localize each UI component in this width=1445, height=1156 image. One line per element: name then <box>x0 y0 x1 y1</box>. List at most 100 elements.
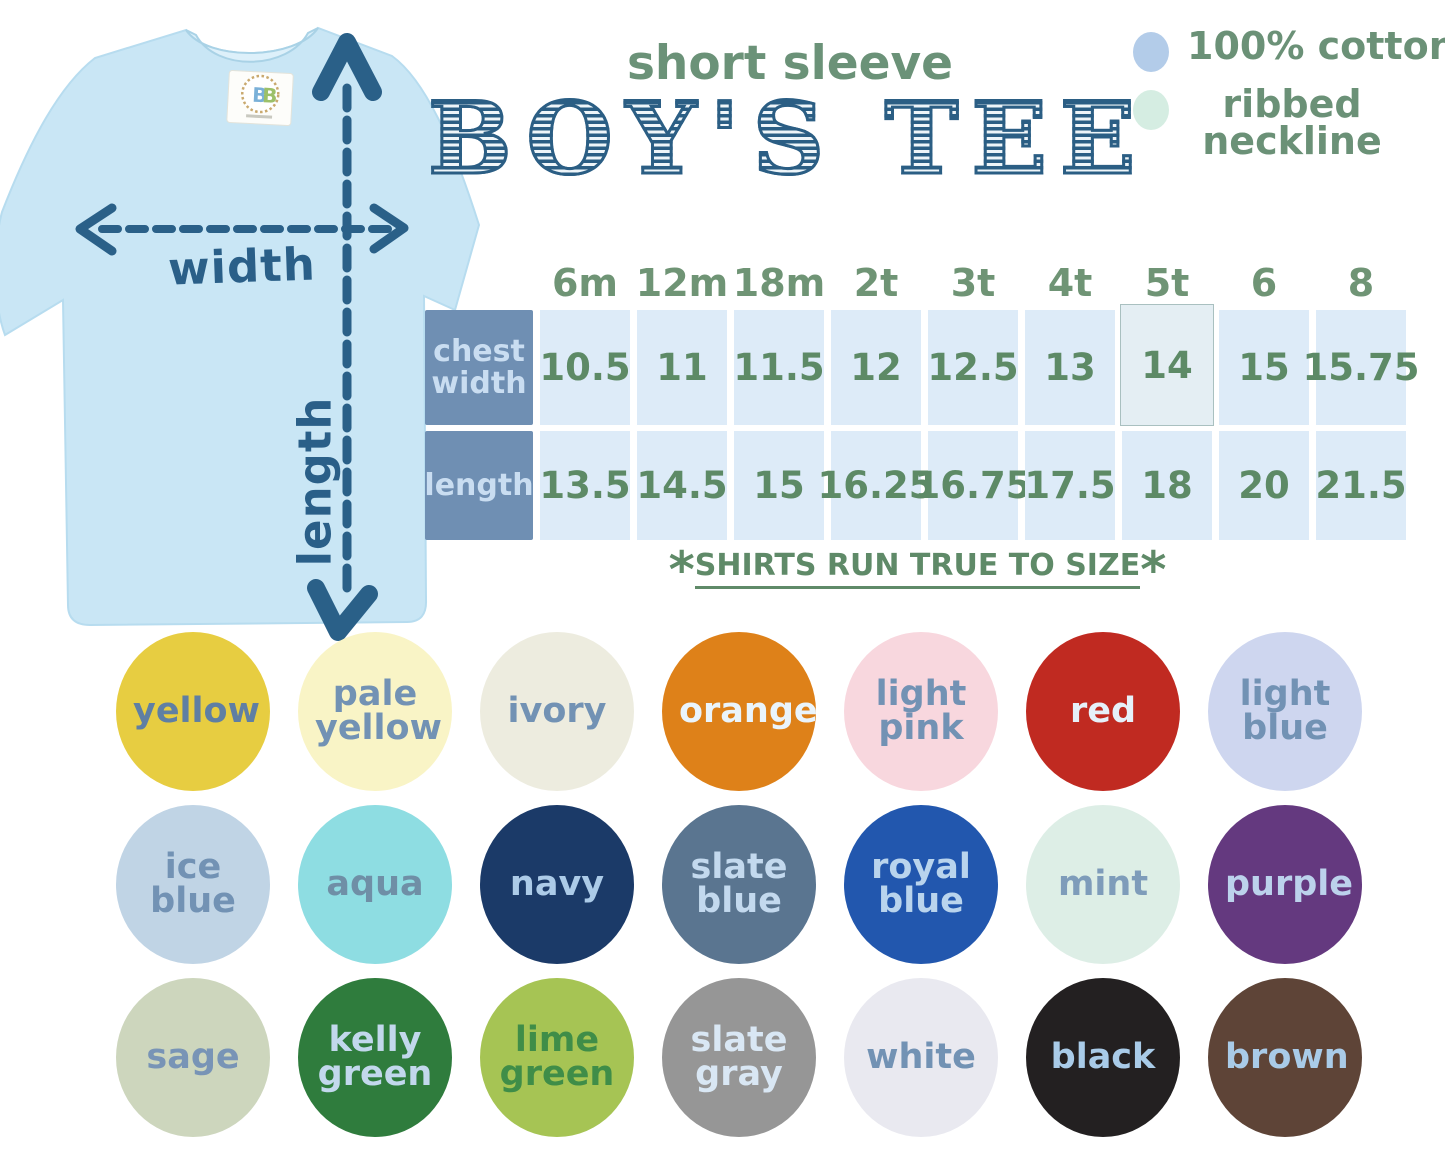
row-label-chest-width: chest width <box>425 310 533 425</box>
subtitle: short sleeve <box>626 36 954 91</box>
color-swatch-sage: sage <box>116 978 270 1137</box>
swatch-label: light blue <box>1239 674 1331 748</box>
length-label: length <box>288 396 342 567</box>
size-table: 6m 12m 18m 2t 3t 4t 5t 6 8 chest width 1… <box>424 258 1420 540</box>
swatch-label: ice blue <box>150 847 236 921</box>
size-col-header: 5t <box>1144 261 1190 305</box>
size-col-header: 12m <box>635 261 729 305</box>
color-swatch-kelly-green: kelly green <box>298 978 452 1137</box>
size-cell: 15.75 <box>1302 310 1420 425</box>
color-swatch-slate-blue: slate blue <box>662 805 816 964</box>
size-cell: 16.75 <box>914 431 1032 540</box>
size-cell: 12.5 <box>927 310 1019 425</box>
size-col-header: 6m <box>551 261 619 305</box>
swatch-label: lime green <box>499 1020 615 1094</box>
legend-label: ribbed neckline <box>1202 82 1382 164</box>
swatch-label: royal blue <box>871 847 971 921</box>
note-star-left: * <box>668 541 695 599</box>
width-label: width <box>167 237 317 296</box>
tshirt-illustration: B B <box>0 26 481 641</box>
size-col-header: 6 <box>1250 261 1278 305</box>
color-swatch-yellow: yellow <box>116 632 270 791</box>
swatch-label: sage <box>146 1036 240 1077</box>
tag-letter-b1: B <box>252 83 268 108</box>
swatch-label: slate blue <box>690 847 788 921</box>
table-corner-spacer <box>425 258 533 304</box>
color-swatch-white: white <box>844 978 998 1137</box>
swatch-label: red <box>1069 690 1137 731</box>
cotton-dot-icon <box>1133 32 1169 72</box>
swatch-label: purple <box>1225 863 1354 904</box>
note-text: SHIRTS RUN TRUE TO SIZE <box>694 548 1141 589</box>
note-star-right: * <box>1140 541 1167 599</box>
swatch-label: black <box>1050 1036 1156 1077</box>
size-col-header: 4t <box>1047 261 1093 305</box>
swatch-label: brown <box>1225 1036 1349 1077</box>
swatch-label: yellow <box>133 690 260 731</box>
size-cell: 13.5 <box>539 431 631 540</box>
size-cell: 15 <box>734 431 824 540</box>
fit-note: *SHIRTS RUN TRUE TO SIZE* <box>425 541 1410 599</box>
color-swatch-light-pink: light pink <box>844 632 998 791</box>
swatch-label: light pink <box>875 674 967 748</box>
legend-item-ribbed: ribbed neckline <box>1133 82 1433 164</box>
size-cell: 11 <box>637 310 727 425</box>
width-arrowhead-left <box>75 203 117 256</box>
size-cell: 16.25 <box>817 431 935 540</box>
size-cell: 17.5 <box>1024 431 1116 540</box>
shirt-diagram: B B width length <box>0 0 485 655</box>
color-swatch-light-blue: light blue <box>1208 632 1362 791</box>
tag-letter-b2: B <box>262 83 278 108</box>
color-swatch-mint: mint <box>1026 805 1180 964</box>
size-cell: 21.5 <box>1315 431 1407 540</box>
swatch-label: navy <box>509 863 605 904</box>
color-swatch-orange: orange <box>662 632 818 791</box>
size-cell: 14.5 <box>636 431 728 540</box>
color-swatch-red: red <box>1026 632 1180 791</box>
size-cell: 11.5 <box>733 310 825 425</box>
color-swatch-slate-gray: slate gray <box>662 978 816 1137</box>
swatch-label: kelly green <box>317 1020 433 1094</box>
legend-label: 100% cotton <box>1187 24 1445 68</box>
color-swatch-ice-blue: ice blue <box>116 805 270 964</box>
swatch-label: white <box>866 1036 976 1077</box>
size-cell: 12 <box>831 310 921 425</box>
legend-item-cotton: 100% cotton <box>1133 24 1445 72</box>
swatch-label: mint <box>1057 863 1149 904</box>
size-cell-highlighted: 14 <box>1120 304 1214 426</box>
size-cell: 13 <box>1025 310 1115 425</box>
swatch-label: orange <box>679 690 818 731</box>
size-col-header: 8 <box>1347 261 1375 305</box>
swatch-label: slate gray <box>690 1020 788 1094</box>
neck-tag: B B <box>226 70 294 126</box>
color-swatch-black: black <box>1026 978 1180 1137</box>
length-arrowhead-bottom <box>307 579 378 641</box>
swatch-label: pale yellow <box>315 674 442 748</box>
size-cell: 15 <box>1219 310 1309 425</box>
color-swatch-navy: navy <box>480 805 634 964</box>
color-swatch-grid: yellow pale yellow ivory orange light pi… <box>116 632 1362 1137</box>
size-cell: 18 <box>1122 431 1212 540</box>
size-cell: 10.5 <box>539 310 631 425</box>
size-cell: 20 <box>1219 431 1309 540</box>
row-label-length: length <box>424 431 534 540</box>
color-swatch-purple: purple <box>1208 805 1362 964</box>
ribbed-dot-icon <box>1133 90 1169 130</box>
color-swatch-pale-yellow: pale yellow <box>298 632 452 791</box>
page-title: BOY'S TEE <box>427 81 1149 197</box>
size-col-header: 3t <box>950 261 996 305</box>
size-col-header: 2t <box>853 261 899 305</box>
color-swatch-lime-green: lime green <box>480 978 634 1137</box>
legend: 100% cotton ribbed neckline <box>1133 24 1445 174</box>
color-swatch-brown: brown <box>1208 978 1362 1137</box>
color-swatch-ivory: ivory <box>480 632 634 791</box>
collar <box>185 27 319 63</box>
color-swatch-aqua: aqua <box>298 805 452 964</box>
width-arrowhead-right <box>369 203 409 254</box>
color-swatch-royal-blue: royal blue <box>844 805 998 964</box>
length-arrowhead-top <box>312 33 382 101</box>
size-col-header: 18m <box>732 261 826 305</box>
swatch-label: aqua <box>326 863 424 904</box>
swatch-label: ivory <box>507 690 607 731</box>
